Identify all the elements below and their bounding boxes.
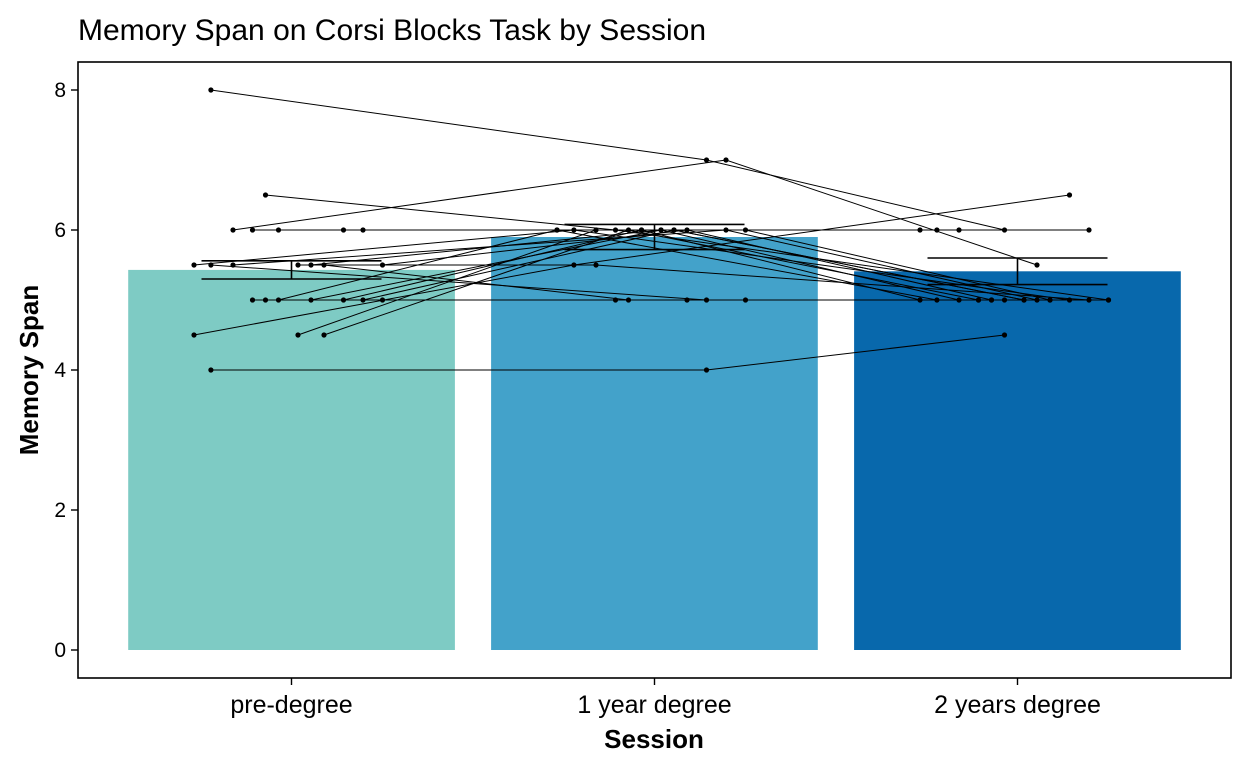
participant-point (321, 262, 327, 268)
participant-point (230, 227, 236, 233)
participant-point (191, 262, 197, 268)
y-axis-label: Memory Span (14, 285, 44, 456)
participant-point (230, 262, 236, 268)
y-tick-label: 0 (54, 639, 66, 662)
y-tick-label: 6 (54, 219, 66, 242)
participant-point (684, 297, 690, 303)
participant-point (191, 332, 197, 338)
participant-point (593, 227, 599, 233)
bar-1 (128, 269, 455, 650)
participant-point (1034, 262, 1040, 268)
participant-point (208, 262, 214, 268)
y-tick-label: 4 (54, 359, 66, 382)
participant-point (295, 262, 301, 268)
participant-point (703, 157, 710, 163)
x-tick-label: 2 years degree (934, 691, 1101, 719)
participant-point (321, 332, 327, 338)
participant-point (249, 227, 256, 233)
participant-point (275, 227, 282, 233)
participant-point (625, 227, 632, 233)
participant-point (308, 297, 314, 303)
participant-point (1105, 297, 1112, 303)
participant-line (210, 89, 1005, 231)
participant-point (988, 297, 995, 303)
participant-point (593, 262, 599, 268)
participant-point (1001, 332, 1008, 338)
chart-title: Memory Span on Corsi Blocks Task by Sess… (78, 14, 706, 47)
participant-point (1047, 297, 1053, 303)
participant-point (295, 332, 301, 338)
x-axis-label: Session (604, 724, 704, 754)
participant-point (1086, 227, 1092, 233)
participant-point (554, 227, 560, 233)
x-tick-label: 1 year degree (577, 691, 731, 719)
bar-2 (491, 237, 818, 650)
participant-point (571, 227, 577, 233)
participant-point (1066, 192, 1073, 198)
participant-point (723, 157, 729, 163)
participant-point (275, 297, 282, 303)
participant-point (249, 297, 256, 303)
participant-point (208, 87, 214, 93)
participant-point (571, 262, 577, 268)
bar-3 (854, 271, 1181, 650)
participant-point (975, 297, 982, 303)
y-tick-label: 2 (54, 499, 66, 522)
participant-point (703, 367, 710, 373)
participant-point (208, 367, 214, 373)
participant-point (262, 192, 269, 198)
y-tick-label: 8 (54, 79, 66, 102)
x-tick-label: pre-degree (230, 691, 352, 719)
